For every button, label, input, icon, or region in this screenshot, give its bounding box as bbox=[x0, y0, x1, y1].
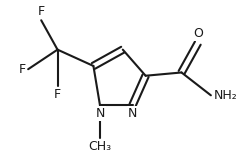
Text: CH₃: CH₃ bbox=[88, 140, 112, 153]
Text: F: F bbox=[54, 88, 61, 101]
Text: N: N bbox=[95, 107, 105, 120]
Text: F: F bbox=[38, 5, 45, 18]
Text: F: F bbox=[18, 63, 26, 76]
Text: N: N bbox=[128, 107, 137, 120]
Text: NH₂: NH₂ bbox=[213, 89, 237, 102]
Text: O: O bbox=[193, 27, 203, 40]
